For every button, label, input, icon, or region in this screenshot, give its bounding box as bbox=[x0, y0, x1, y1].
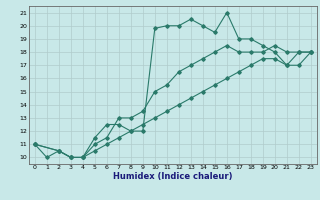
X-axis label: Humidex (Indice chaleur): Humidex (Indice chaleur) bbox=[113, 172, 233, 181]
